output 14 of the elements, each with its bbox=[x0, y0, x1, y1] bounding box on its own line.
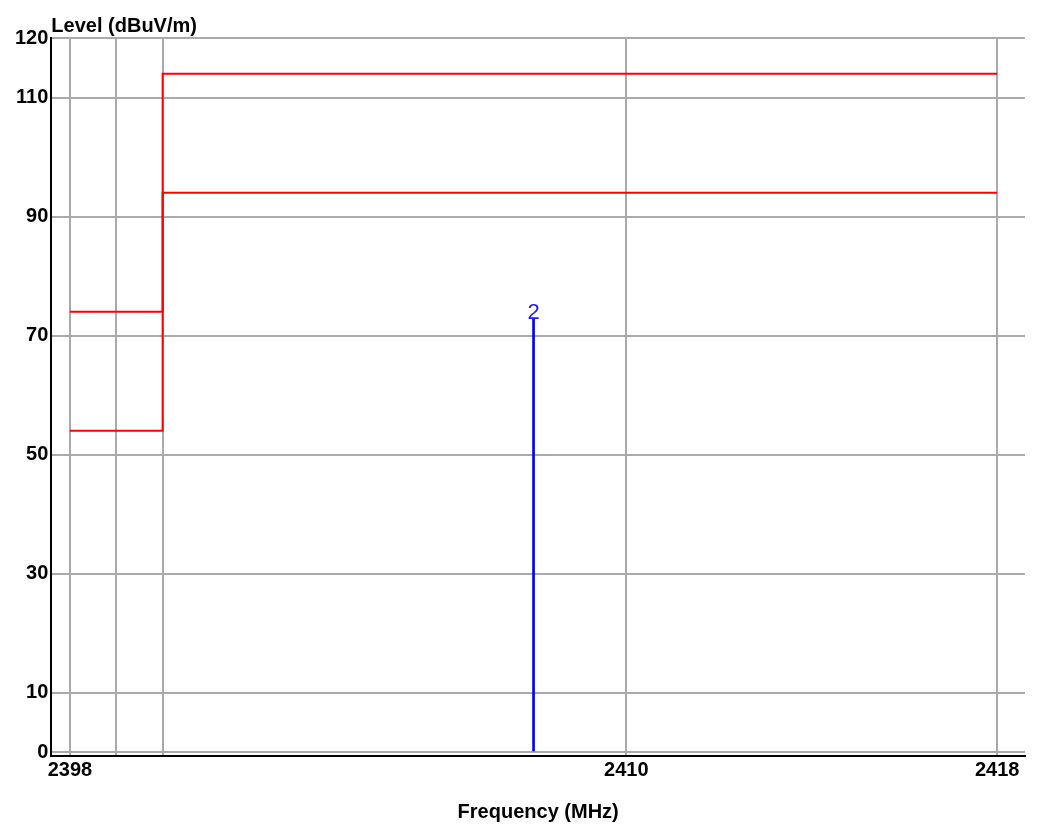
y-tick-label: 0 bbox=[37, 739, 49, 762]
y-tick-label: 10 bbox=[26, 680, 49, 703]
y-axis-title: Level (dBuV/m) bbox=[51, 13, 197, 36]
y-tick-label: 50 bbox=[26, 442, 49, 465]
y-tick-label: 120 bbox=[14, 25, 49, 48]
y-tick-label: 70 bbox=[26, 323, 49, 346]
x-tick-label: 2398 bbox=[47, 758, 93, 781]
y-tick-label: 90 bbox=[26, 204, 49, 227]
y-tick-label: 110 bbox=[16, 85, 49, 108]
x-tick-label: 2410 bbox=[604, 758, 649, 781]
x-tick-label: 2418 bbox=[974, 758, 1020, 781]
annotation: 2 bbox=[527, 299, 540, 325]
x-axis-title: Frequency (MHz) bbox=[457, 799, 619, 822]
y-tick-label: 30 bbox=[26, 561, 49, 584]
